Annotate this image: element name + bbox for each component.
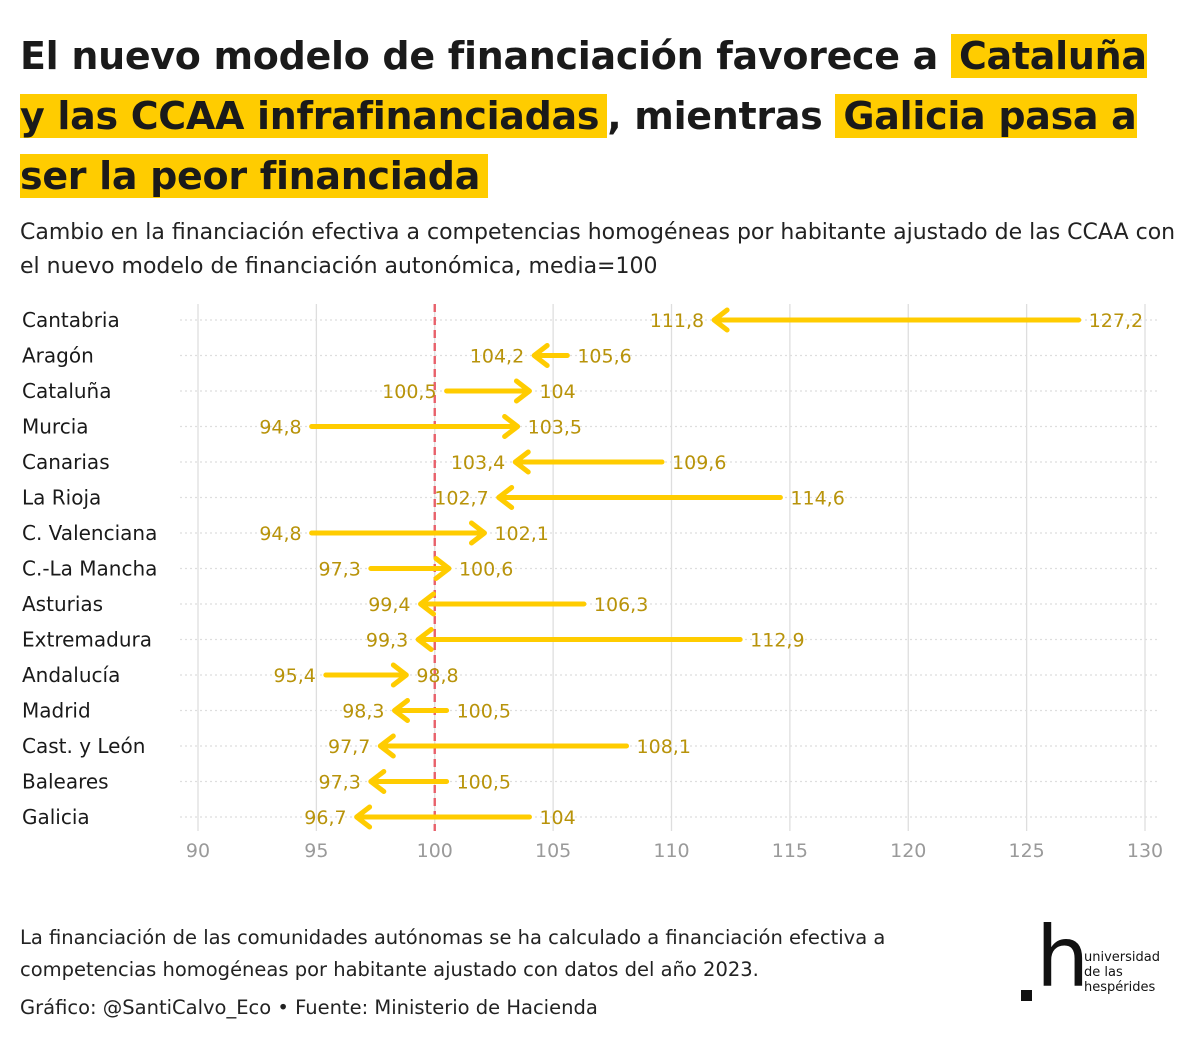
x-tick-label: 115	[772, 840, 808, 862]
region-label: Baleares	[22, 770, 109, 794]
value-label-left: 97,7	[328, 736, 370, 758]
region-label: La Rioja	[22, 486, 101, 510]
change-arrow-head	[711, 307, 730, 333]
logo-mark: h	[1036, 908, 1090, 1006]
value-label-right: 105,6	[577, 346, 631, 368]
x-tick-label: 100	[417, 840, 453, 862]
value-label-right: 106,3	[594, 594, 648, 616]
value-label-right: 102,1	[494, 523, 548, 545]
value-label-right: 103,5	[528, 417, 582, 439]
region-label: Aragón	[22, 344, 94, 368]
x-tick-label: 120	[890, 840, 926, 862]
change-arrow-head	[433, 556, 452, 581]
value-label-right: 98,8	[416, 665, 458, 687]
x-tick-label: 105	[535, 840, 571, 862]
logo-line-2: de las	[1084, 965, 1123, 980]
value-label-right: 100,5	[457, 701, 511, 723]
value-label-right: 104	[539, 807, 575, 829]
university-logo: h universidad de las hespérides	[1018, 912, 1188, 1002]
x-tick-label: 125	[1008, 840, 1044, 862]
value-label-left: 97,3	[319, 559, 361, 581]
region-label: Cantabria	[22, 308, 120, 332]
value-label-left: 104,2	[470, 346, 524, 368]
value-label-right: 114,6	[790, 488, 844, 510]
value-label-left: 97,3	[319, 772, 361, 794]
value-label-right: 100,6	[459, 559, 513, 581]
logo-line-1: universidad	[1084, 950, 1160, 965]
value-label-left: 94,8	[259, 417, 301, 439]
value-label-left: 96,7	[304, 807, 346, 829]
change-arrow-head	[531, 343, 550, 368]
change-arrow-head	[496, 485, 515, 510]
change-arrow-head	[418, 591, 437, 617]
change-arrow-head	[354, 804, 373, 830]
region-label: Canarias	[22, 450, 110, 474]
value-label-right: 109,6	[672, 452, 726, 474]
x-tick-label: 95	[304, 840, 328, 862]
value-label-left: 102,7	[434, 488, 488, 510]
arrow-chart: 90 95 100 105 110 115 120 125 130 Cantabria 111,8 1…	[22, 304, 1163, 862]
region-label: Cast. y León	[22, 734, 145, 758]
region-label: Cataluña	[22, 379, 111, 403]
x-tick-label: 90	[186, 840, 210, 862]
value-label-left: 94,8	[259, 523, 301, 545]
region-label: Murcia	[22, 415, 89, 439]
methodology-note: La financiación de las comunidades autón…	[20, 926, 886, 981]
value-label-left: 99,3	[366, 630, 408, 652]
change-arrow-head	[390, 662, 409, 688]
value-label-right: 104	[539, 381, 575, 403]
value-label-left: 99,4	[368, 594, 410, 616]
change-arrow-head	[377, 733, 396, 759]
logo-dot	[1021, 990, 1032, 1001]
source-credits: Gráfico: @SantiCalvo_Eco • Fuente: Minis…	[20, 996, 598, 1019]
region-label: Asturias	[22, 592, 103, 616]
region-label: Extremadura	[22, 628, 152, 652]
change-arrow-head	[512, 449, 531, 475]
value-label-left: 103,4	[451, 452, 505, 474]
region-label: Madrid	[22, 699, 91, 723]
value-label-right: 108,1	[637, 736, 691, 758]
logo-wordmark: universidad de las hespérides	[1084, 950, 1160, 995]
change-arrow-head	[368, 769, 387, 794]
value-label-left: 111,8	[650, 310, 704, 332]
change-arrow-head	[502, 414, 521, 439]
x-tick-label: 110	[653, 840, 689, 862]
title-part-2: , mientras	[607, 94, 823, 138]
change-arrow-head	[513, 378, 532, 404]
value-label-left: 95,4	[274, 665, 316, 687]
x-tick-label: 130	[1127, 840, 1163, 862]
value-label-left: 98,3	[342, 701, 384, 723]
value-label-left: 100,5	[382, 381, 436, 403]
region-label: C.-La Mancha	[22, 557, 157, 581]
region-label: C. Valenciana	[22, 521, 157, 545]
chart-title: El nuevo modelo de financiación favorece…	[20, 26, 1180, 206]
value-label-right: 127,2	[1089, 310, 1143, 332]
change-arrow-head	[415, 627, 434, 652]
region-label: Andalucía	[22, 663, 120, 687]
change-arrow-head	[392, 698, 411, 723]
logo-line-3: hespérides	[1084, 980, 1156, 995]
region-label: Galicia	[22, 805, 90, 829]
chart-subtitle: Cambio en la financiación efectiva a com…	[20, 220, 1176, 279]
title-part-1: El nuevo modelo de financiación favorece…	[20, 34, 939, 78]
value-label-right: 112,9	[750, 630, 804, 652]
change-arrow-head	[468, 520, 487, 546]
value-label-right: 100,5	[457, 772, 511, 794]
